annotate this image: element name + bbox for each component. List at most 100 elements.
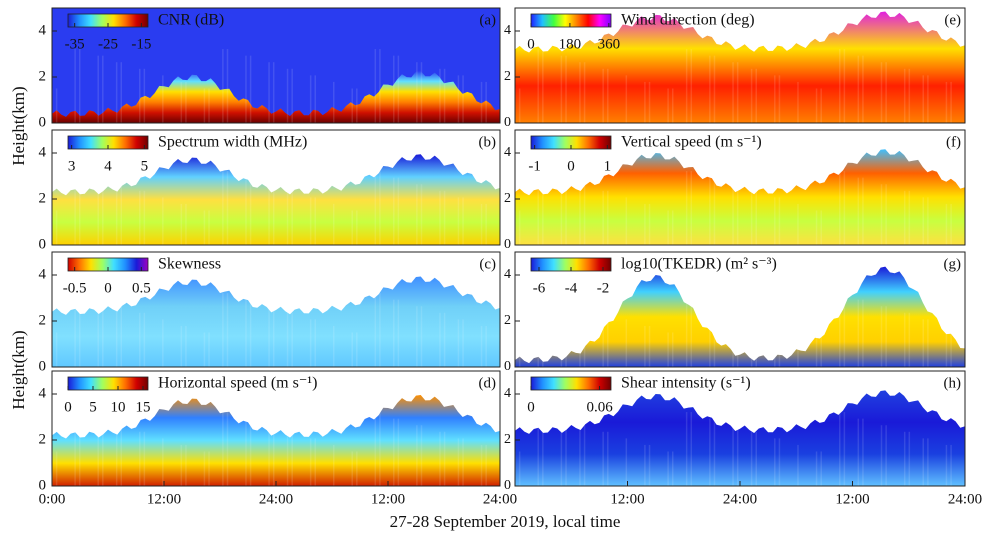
y-tick-label: 0 <box>39 358 47 374</box>
y-tick-label: 0 <box>504 359 511 374</box>
y-tick-label: 0 <box>504 115 511 130</box>
colorbar-tick-label: 0 <box>567 158 575 174</box>
y-tick-label: 0 <box>504 478 511 493</box>
y-tick-label: 2 <box>39 431 47 447</box>
panel-title: Skewness <box>158 256 221 273</box>
panel-letter: (h) <box>944 375 962 391</box>
panel: 0 2 4 -0.5 0 0.5 Skewness (c) <box>39 251 501 374</box>
panel-letter: (e) <box>944 12 961 28</box>
y-tick-label: 4 <box>504 145 511 160</box>
colorbar-tick-label: -15 <box>131 36 151 52</box>
panel-letter: (f) <box>946 134 961 150</box>
x-tick-label: 24:00 <box>259 491 293 507</box>
y-tick-label: 4 <box>504 23 511 38</box>
x-tick-label: 24:00 <box>948 491 982 507</box>
y-tick-label: 0 <box>39 114 47 130</box>
y-tick-label: 0 <box>39 477 47 493</box>
field <box>515 11 965 123</box>
field <box>515 149 965 245</box>
x-tick-label: 12:00 <box>371 491 405 507</box>
field <box>52 276 500 367</box>
colorbar-tick-label: -6 <box>533 280 546 296</box>
x-tick-label: 0:00 <box>39 491 66 507</box>
x-tick-label: 24:00 <box>723 491 757 507</box>
colorbar-tick-label: -2 <box>597 280 610 296</box>
y-tick-label: 4 <box>504 386 511 401</box>
colorbar-tick-label: 0 <box>527 36 535 52</box>
plot-frame <box>514 7 966 124</box>
y-tick-label: 0 <box>504 237 511 252</box>
panel-title: Horizontal speed (m s⁻¹) <box>158 375 317 392</box>
colorbar-tick-label: 360 <box>598 36 621 52</box>
y-tick-label: 2 <box>39 68 47 84</box>
x-axis-title: 27-28 September 2019, local time <box>390 512 621 531</box>
colorbar-tick-label: -4 <box>565 280 578 296</box>
colorbar <box>67 376 149 391</box>
panel: 0 2 4 12:00 24:00 12:00 24:00 0 0.06 Shear intens… <box>504 370 982 507</box>
colorbar-tick-label: 5 <box>89 399 97 415</box>
field <box>52 70 500 123</box>
colorbar-tick-label: 10 <box>111 399 126 415</box>
y-tick-label: 4 <box>39 385 47 401</box>
colorbar-tick-label: 180 <box>559 36 582 52</box>
y-tick-label: 4 <box>39 22 47 38</box>
panel-letter: (d) <box>479 375 497 391</box>
y-tick-label: 2 <box>39 190 47 206</box>
x-tick-label: 12:00 <box>835 491 869 507</box>
panel-letter: (c) <box>479 256 496 272</box>
colorbar-tick-label: -1 <box>528 158 541 174</box>
colorbar-tick-label: 0.5 <box>132 280 151 296</box>
plot-frame <box>51 129 501 246</box>
panel-title: Wind direction (deg) <box>621 12 755 29</box>
panel-title: CNR (dB) <box>158 12 224 29</box>
y-tick-label: 2 <box>39 312 47 328</box>
colorbar-tick-label: 3 <box>68 158 76 174</box>
y-tick-label: 4 <box>504 267 511 282</box>
y-tick-label: 2 <box>504 313 511 328</box>
colorbar-tick-label: -0.5 <box>63 280 87 296</box>
colorbar-tick-label: -35 <box>65 36 85 52</box>
panel: 0 2 4 -1 0 1 Vertical speed (m s⁻¹) (f) <box>504 129 966 252</box>
x-tick-label: 24:00 <box>483 491 517 507</box>
colorbar <box>530 13 612 28</box>
colorbar-tick-label: 1 <box>604 158 612 174</box>
y-tick-label: 4 <box>39 266 47 282</box>
colorbar-tick-label: 15 <box>136 399 151 415</box>
y-tick-label: 2 <box>504 69 511 84</box>
field <box>52 154 500 245</box>
y-axis-title: Height(km) <box>9 86 28 165</box>
field <box>515 266 965 367</box>
panel: 0 2 4 -6 -4 -2 log10(TKEDR) (m² s⁻³) (g) <box>504 251 966 374</box>
plot-frame <box>51 7 501 124</box>
colorbar-tick-label: 0 <box>527 399 535 415</box>
y-axis-title: Height(km) <box>9 330 28 409</box>
colorbar-tick-label: 5 <box>141 158 149 174</box>
y-tick-label: 2 <box>504 432 511 447</box>
y-tick-label: 0 <box>39 236 47 252</box>
panel: 0 2 4 3 4 5 Spectrum width (MHz) (b) <box>39 129 501 252</box>
colorbar-tick-label: -25 <box>98 36 118 52</box>
panel-title: Spectrum width (MHz) <box>158 134 307 151</box>
colorbar-tick-label: 0.06 <box>586 399 613 415</box>
panel: 0 2 4 -35 -25 -15 CNR (dB) (a) <box>39 7 501 130</box>
panel-letter: (b) <box>479 134 497 150</box>
field <box>515 390 965 486</box>
panel-title: Shear intensity (s⁻¹) <box>621 375 751 392</box>
y-tick-label: 4 <box>39 144 47 160</box>
panel-letter: (a) <box>479 12 496 28</box>
plot-frame <box>51 251 501 368</box>
colorbar <box>530 376 612 391</box>
panel-title: log10(TKEDR) (m² s⁻³) <box>621 256 777 273</box>
panel-title: Vertical speed (m s⁻¹) <box>621 134 762 151</box>
plot-frame <box>514 251 966 368</box>
x-tick-label: 12:00 <box>147 491 181 507</box>
colorbar-tick-label: 0 <box>104 280 112 296</box>
panel-letter: (g) <box>944 256 962 272</box>
colorbar-tick-label: 4 <box>104 158 112 174</box>
colorbar-tick-label: 0 <box>64 399 72 415</box>
y-tick-label: 2 <box>504 191 511 206</box>
x-tick-label: 12:00 <box>610 491 644 507</box>
